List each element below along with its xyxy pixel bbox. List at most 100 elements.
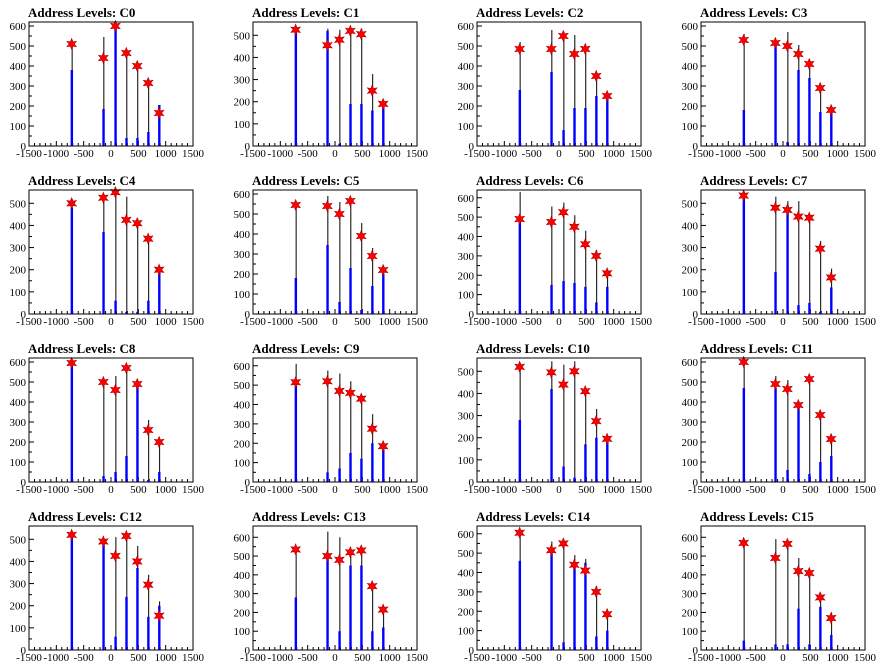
peak-marker [333, 33, 345, 47]
y-tick-label: 0 [245, 309, 251, 321]
x-tick-label: 500 [578, 316, 595, 328]
peak-marker [545, 366, 557, 379]
histogram-bar [360, 310, 363, 314]
y-tick-label: 100 [682, 121, 699, 133]
histogram-plot: 0 100 200 300 400 500 600 -1500 -1000 -500 0 500 100… [234, 189, 429, 328]
y-tick-label: 600 [682, 21, 699, 33]
peak-marker [590, 249, 602, 263]
y-tick-label: 200 [458, 433, 475, 445]
histogram-bar [562, 130, 565, 146]
x-tick-label: -1500 [16, 484, 42, 496]
x-tick-label: -1000 [491, 484, 517, 496]
x-tick-label: 1500 [406, 148, 429, 160]
peak-marker [97, 51, 109, 65]
peak-marker [579, 42, 591, 56]
plot-frame [28, 189, 194, 315]
x-tick-label: -1000 [715, 484, 741, 496]
x-tick-label: 1000 [827, 652, 850, 664]
peak-marker [131, 59, 143, 73]
x-tick-label: 500 [354, 148, 371, 160]
x-tick-label: 1500 [630, 316, 653, 328]
y-tick-label: 100 [458, 290, 475, 302]
peak-marker [120, 46, 132, 60]
y-tick-label: 400 [10, 397, 27, 409]
y-tick-label: 200 [458, 606, 475, 618]
x-tick-label: -1500 [464, 148, 490, 160]
x-tick-label: 500 [354, 484, 371, 496]
histogram-bar [147, 132, 150, 146]
peak-marker [738, 536, 750, 550]
x-tick-label: -1500 [240, 652, 266, 664]
x-tick-label: 1000 [379, 148, 402, 160]
y-tick-label: 300 [234, 249, 251, 261]
x-tick-label: -1500 [240, 484, 266, 496]
histogram-plot: 0 100 200 300 400 500 600 -1500 -1000 -500 0 500 100… [682, 355, 877, 496]
peak-marker [355, 229, 367, 243]
y-tick-label: 300 [234, 589, 251, 601]
histogram-bar [606, 286, 609, 314]
x-tick-label: -500 [74, 652, 95, 664]
histogram-plot: 0 100 200 300 400 500 600 -1500 -1000 -500 0 500 100… [682, 21, 877, 160]
peak-marker [333, 207, 345, 221]
histogram-plot: 0 100 200 300 400 500 600 -1500 -1000 -500 0 500 100… [10, 19, 205, 160]
peak-marker [769, 377, 781, 391]
histogram-bar [786, 205, 789, 314]
histogram-bar [606, 98, 609, 146]
x-tick-label: -1000 [43, 148, 69, 160]
histogram-bar [606, 630, 609, 650]
peak-marker [769, 201, 781, 215]
x-tick-label: -500 [522, 652, 543, 664]
y-tick-label: 500 [234, 551, 251, 563]
x-tick-label: -1000 [43, 652, 69, 664]
peak-marker [590, 69, 602, 83]
histogram-panel-c6: Address Levels: C6 0 100 200 300 400 500 600 -15… [448, 168, 672, 336]
x-tick-label: 500 [130, 316, 147, 328]
y-tick-label: 200 [458, 270, 475, 282]
panel-title: Address Levels: C6 [476, 173, 584, 188]
peak-marker [601, 267, 613, 280]
x-tick-label: 1500 [406, 316, 429, 328]
peak-marker [601, 607, 613, 621]
peak-marker [321, 199, 333, 213]
histogram-bar [70, 366, 74, 482]
histogram-bar [360, 565, 363, 650]
x-tick-label: 1500 [854, 652, 877, 664]
plot-frame [700, 525, 866, 651]
histogram-bar [562, 466, 565, 482]
histogram-plot: 0 100 200 300 400 500 600 -1500 -1000 -500 0 500 100… [234, 525, 429, 664]
peak-marker [120, 361, 132, 375]
peak-marker [557, 537, 569, 550]
x-tick-label: 0 [332, 316, 338, 328]
y-tick-label: 100 [682, 457, 699, 469]
histogram-bar [808, 302, 811, 314]
peak-marker [153, 106, 165, 120]
peak-marker [290, 198, 302, 212]
x-tick-label: -1500 [16, 316, 42, 328]
x-tick-label: 0 [108, 484, 114, 496]
x-tick-label: -1500 [16, 148, 42, 160]
plot-frame [476, 189, 642, 315]
y-tick-label: 300 [10, 243, 27, 255]
histogram-plot: 0 100 200 300 400 500 600 -1500 -1000 -500 0 500 100… [458, 21, 653, 160]
peak-marker [545, 42, 557, 56]
histogram-plot: 0 100 200 300 400 500 -1500 -1000 -500 0 500 1000 15… [234, 21, 429, 160]
peak-marker [601, 432, 613, 446]
histogram-bar [70, 70, 74, 146]
histogram-bar [136, 138, 139, 146]
histogram-bar [136, 568, 139, 650]
histogram-bar [518, 560, 522, 650]
histogram-panel-c2: Address Levels: C2 0 100 200 300 400 500 600 -15… [448, 0, 672, 168]
y-tick-label: 200 [234, 269, 251, 281]
x-tick-label: -500 [298, 484, 319, 496]
y-tick-label: 500 [10, 41, 27, 53]
histogram-bar [349, 452, 352, 482]
peak-marker [377, 439, 389, 453]
histogram-plot: 0 100 200 300 400 500 600 -1500 -1000 -500 0 500 100… [458, 189, 653, 328]
peak-marker [568, 364, 580, 378]
y-tick-label: 300 [682, 417, 699, 429]
y-tick-label: 200 [10, 437, 27, 449]
x-tick-label: 500 [354, 652, 371, 664]
histogram-bar [819, 606, 822, 650]
x-tick-label: -1000 [43, 316, 69, 328]
y-tick-label: 100 [10, 623, 27, 635]
